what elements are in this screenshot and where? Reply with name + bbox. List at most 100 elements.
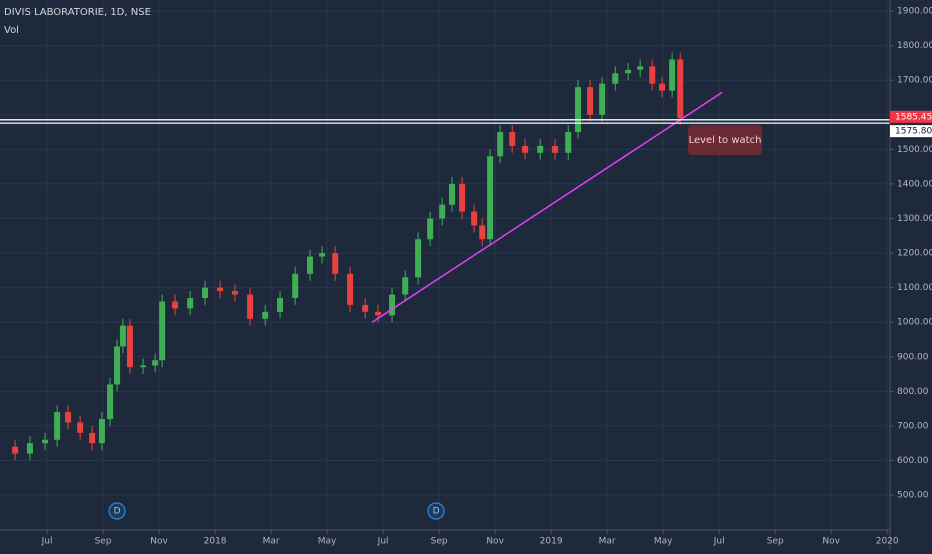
candle-body [575,87,582,133]
candle-body [89,432,96,444]
y-tick-label: 600.00 [897,456,929,466]
candle-body [262,311,269,319]
candle-body [389,294,396,316]
candle-body [497,132,504,157]
candle-body [415,239,422,278]
candle-body [107,384,114,420]
grid [0,0,890,530]
candle-body [65,412,72,423]
candle-body [77,422,84,433]
candle-body [98,419,105,444]
candle-body [292,273,299,299]
candle-body [26,443,33,454]
candle-body [459,183,466,212]
candle-body [509,132,516,146]
candle-body [375,311,382,316]
candle-body [471,211,478,226]
x-tick-label: Jul [41,537,53,547]
y-tick-label: 1800.00 [897,41,932,51]
candle-body [307,256,314,274]
trendline [371,91,723,323]
y-tick-label: 1000.00 [897,318,932,328]
price-tag-label: 1575.80 [895,127,932,137]
x-tick-label: 2020 [876,537,899,547]
candle-body [159,301,166,361]
candle-body [231,291,238,295]
price-tag [890,125,932,138]
y-tick-label: 1100.00 [897,283,932,293]
y-tick-label: 1900.00 [897,7,932,17]
x-tick-label: 2018 [204,537,227,547]
candle-body [42,439,49,444]
x-tick-label: Mar [263,537,280,547]
chart-title: DIVIS LABORATORIE, 1D, NSE [4,7,151,18]
x-tick-label: Sep [95,537,112,547]
x-tick-label: May [318,537,337,547]
candle-body [565,132,572,153]
y-tick-label: 500.00 [897,491,929,501]
candle-body [126,325,133,368]
candle-body [247,294,254,319]
price-tag-label: 1585.45 [895,112,932,122]
candle-body [587,87,594,115]
plot [0,52,890,461]
candle-body [625,69,632,74]
candle-body [172,301,179,309]
x-tick-label: Sep [431,537,448,547]
candle-body [522,145,529,153]
candle-body [119,325,126,347]
x-tick-label: Nov [150,537,168,547]
candle-body [599,83,606,115]
candle-body [637,66,644,70]
candle-body [140,365,147,368]
x-tick-label: Jul [377,537,389,547]
candle-body [649,66,656,84]
candle-body [114,346,121,385]
candle-body [677,59,684,119]
candle-body [152,360,159,366]
y-tick-label: 1400.00 [897,179,932,189]
candle-body [217,287,224,292]
candle-body [537,145,544,153]
y-tick-label: 900.00 [897,352,929,362]
candle-body [277,298,284,312]
candle-body [362,304,369,312]
x-tick-label: Mar [599,537,616,547]
event-marker [427,502,445,520]
x-tick-label: Jul [713,537,725,547]
candle-body [439,204,446,219]
x-tick-label: Nov [486,537,504,547]
price-tag [890,110,932,123]
event-marker [108,502,126,520]
x-tick-label: Sep [767,537,784,547]
annotation-text: Level to watch [689,135,762,146]
candle-body [659,83,666,91]
x-tick-label: Nov [822,537,840,547]
x-tick-label: 2019 [540,537,563,547]
candle-body [347,273,354,305]
y-tick-label: 1300.00 [897,214,932,224]
candle-body [612,73,619,84]
candle-body [487,156,494,240]
y-tick-label: 1200.00 [897,249,932,259]
annotation-box [688,125,762,155]
candle-body [187,298,194,309]
y-tick-label: 800.00 [897,387,929,397]
y-tick-label: 1700.00 [897,76,932,86]
candle-body [319,253,326,257]
candle-body [427,218,434,240]
y-tick-label: 1500.00 [897,145,932,155]
x-tick-label: May [654,537,673,547]
y-tick-label: 700.00 [897,421,929,431]
candle-body [332,253,339,274]
candle-body [12,446,19,454]
candle-body [402,277,409,295]
candle-body [479,225,486,240]
indicator-label: Vol [4,25,19,36]
candle-body [201,287,208,299]
event-label: D [433,507,440,517]
candle-body [54,412,61,440]
candle-body [552,145,559,153]
